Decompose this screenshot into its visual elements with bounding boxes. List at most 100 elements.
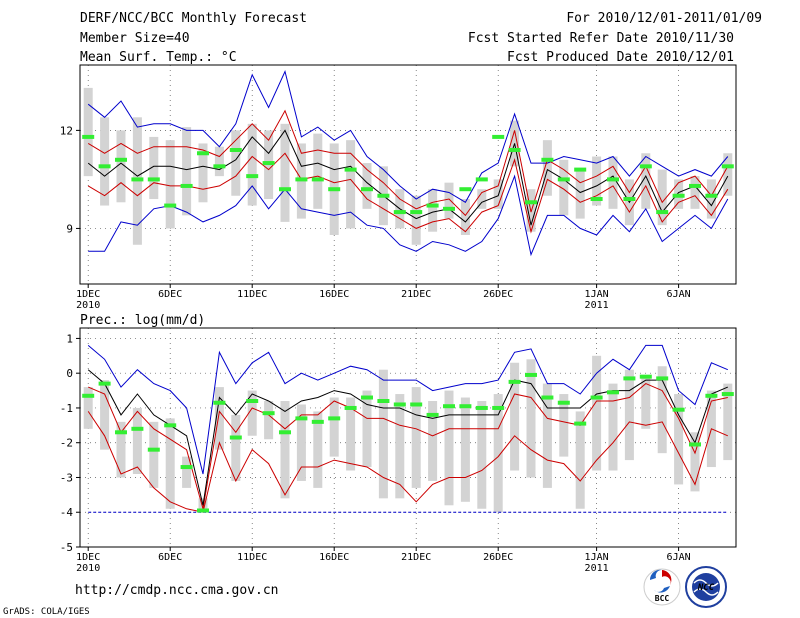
prec-ensemble-marker bbox=[656, 376, 669, 381]
prec-range-box bbox=[657, 366, 667, 454]
prec-ensemble-marker bbox=[672, 407, 685, 412]
temp-ensemble-marker bbox=[229, 147, 242, 152]
temp-ensemble-marker bbox=[525, 200, 537, 205]
prec-ytick-label: -4 bbox=[60, 506, 74, 519]
prec-range-box bbox=[624, 369, 634, 461]
temp-ensemble-marker bbox=[262, 161, 275, 166]
prec-ensemble-marker bbox=[180, 465, 193, 470]
prec-range-box bbox=[313, 411, 323, 488]
prec-range-box bbox=[493, 394, 503, 513]
temp-ensemble-marker bbox=[426, 203, 439, 208]
refer-date: Fcst Started Refer Date 2010/11/30 bbox=[468, 31, 734, 46]
prec-ensemble-marker bbox=[295, 416, 308, 421]
temp-range-box bbox=[608, 156, 618, 209]
temp-range-box bbox=[280, 123, 290, 222]
prec-ensemble-marker bbox=[311, 419, 324, 424]
prec-range-box bbox=[165, 418, 175, 509]
temp-ensemble-marker bbox=[295, 177, 308, 182]
temp-ensemble-marker bbox=[492, 134, 505, 139]
figure-title: DERF/NCC/BCC Monthly Forecast bbox=[80, 11, 307, 26]
prec-ensemble-marker bbox=[377, 399, 390, 403]
temp-xtick-sublabel: 2011 bbox=[585, 300, 609, 311]
temp-ensemble-marker bbox=[115, 157, 127, 162]
bcc-logo-text: BCC bbox=[655, 594, 670, 603]
ncc-logo-text: NCC bbox=[697, 583, 715, 593]
ncc-logo: NCC bbox=[685, 566, 727, 608]
prec-range-box bbox=[378, 369, 388, 499]
prec-range-box bbox=[280, 401, 290, 499]
temp-max-line bbox=[87, 69, 729, 203]
prec-range-box bbox=[674, 394, 684, 485]
temp-ytick-label: 12 bbox=[60, 124, 73, 137]
temp-ensemble-marker bbox=[279, 187, 291, 192]
prec-ensemble-marker bbox=[475, 405, 488, 410]
prec-xtick-label: 6JAN bbox=[667, 552, 691, 563]
temp-range-box bbox=[641, 153, 651, 209]
prec-range-box bbox=[608, 383, 618, 471]
temp-ensemble-marker bbox=[82, 134, 95, 139]
prec-ensemble-marker bbox=[246, 399, 259, 403]
prec-range-box bbox=[526, 359, 536, 478]
prec-range-box bbox=[264, 401, 274, 440]
source-url[interactable]: http://cmdp.ncc.cma.gov.cn bbox=[75, 583, 279, 598]
temp-range-box bbox=[247, 123, 257, 206]
temp-ensemble-marker bbox=[459, 187, 472, 192]
prec-ensemble-marker bbox=[590, 395, 603, 400]
temp-xtick-label: 1JAN bbox=[585, 289, 609, 300]
prec-ensemble-marker bbox=[115, 430, 127, 435]
temp-ensemble-marker bbox=[180, 183, 193, 188]
prec-ytick-label: -3 bbox=[60, 471, 73, 484]
temp-xtick-label: 16DEC bbox=[319, 289, 349, 300]
prec-xtick-label: 21DEC bbox=[401, 552, 431, 563]
prec-ensemble-marker bbox=[443, 404, 455, 409]
temp-range-box bbox=[542, 140, 552, 196]
precip-title: Prec.: log(mm/d) bbox=[80, 313, 205, 328]
member-size-label: Member Size=40 bbox=[80, 31, 190, 46]
temp-ensemble-marker bbox=[443, 206, 455, 211]
prec-ensemble-marker bbox=[197, 508, 209, 513]
prec-xtick-sublabel: 2010 bbox=[76, 563, 100, 574]
temp-range-box bbox=[706, 179, 716, 219]
prec-xtick-label: 26DEC bbox=[483, 552, 513, 563]
prec-range-box bbox=[460, 397, 470, 502]
prec-ensemble-marker bbox=[508, 379, 521, 384]
temp-ensemble-marker bbox=[705, 193, 718, 198]
temp-xtick-label: 11DEC bbox=[237, 289, 267, 300]
temperature-lines bbox=[87, 69, 729, 257]
temp-range-box bbox=[214, 146, 224, 177]
prec-range-box bbox=[346, 397, 356, 471]
produced-date: Fcst Produced Date 2010/12/01 bbox=[507, 50, 734, 65]
prec-ytick-label: 0 bbox=[66, 367, 73, 380]
temperature-markers bbox=[82, 134, 734, 215]
prec-range-box bbox=[690, 432, 700, 492]
prec-ensemble-marker bbox=[279, 430, 291, 435]
temp-range-box bbox=[116, 130, 126, 203]
prec-ensemble-marker bbox=[328, 416, 341, 421]
prec-ensemble-marker bbox=[689, 442, 701, 447]
prec-ensemble-marker bbox=[574, 421, 587, 426]
prec-ensemble-marker bbox=[344, 405, 357, 410]
prec-range-box bbox=[592, 355, 602, 471]
prec-range-box bbox=[149, 421, 159, 488]
temp-range-box bbox=[723, 153, 733, 196]
temp-range-box bbox=[149, 136, 159, 200]
prec-ensemble-marker bbox=[410, 402, 423, 407]
prec-xtick-sublabel: 2011 bbox=[585, 563, 609, 574]
temp-ensemble-marker bbox=[607, 177, 619, 182]
prec-xtick-label: 16DEC bbox=[319, 552, 349, 563]
temp-ensemble-marker bbox=[475, 177, 488, 182]
precipitation-lines bbox=[87, 344, 728, 513]
temp-range-box bbox=[592, 156, 602, 206]
prec-range-box bbox=[182, 456, 192, 488]
temp-range-box bbox=[575, 169, 585, 219]
prec-range-box bbox=[510, 362, 520, 471]
temp-ensemble-marker bbox=[672, 193, 685, 198]
prec-ytick-label: 1 bbox=[66, 332, 73, 345]
temp-ensemble-marker bbox=[213, 164, 226, 169]
prec-range-box bbox=[444, 390, 454, 506]
prec-ensemble-marker bbox=[393, 402, 406, 407]
temperature-grid bbox=[80, 65, 736, 284]
